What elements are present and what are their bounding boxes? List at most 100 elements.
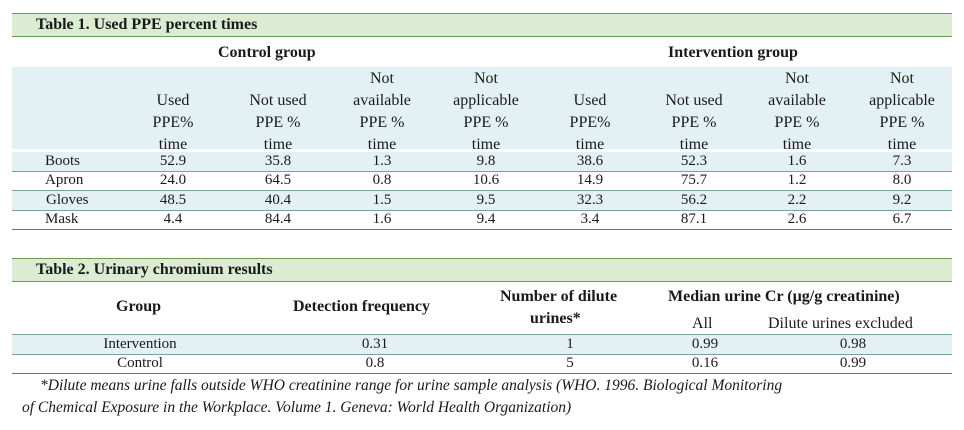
- table1-cell: 24.0: [159, 172, 187, 188]
- table1-row-label: Apron: [45, 172, 84, 188]
- table1-column-header-line: Not: [890, 70, 914, 87]
- table1-cell: 38.6: [576, 153, 604, 169]
- table1-cell: 2.2: [787, 192, 807, 208]
- table1-column-header-line: applicable: [453, 92, 519, 109]
- table1-column-header: Used PPE% time: [118, 90, 228, 156]
- table1-cell: 1.6: [372, 211, 392, 227]
- table2-header-dilute-line2: urines*: [530, 310, 581, 327]
- table1-column-header-line: PPE%: [152, 114, 194, 131]
- table2-cell-all: 0.16: [691, 355, 719, 371]
- table1-cell: 9.8: [476, 153, 496, 169]
- table2-divider: [12, 354, 952, 355]
- table2-divider: [12, 334, 952, 335]
- table1-cell: 10.6: [472, 172, 500, 188]
- table1-cell: 2.6: [787, 211, 807, 227]
- table1-row-band-gloves: [12, 191, 952, 210]
- table1-column-header-line: PPE %: [463, 114, 509, 131]
- table1-divider: [12, 210, 952, 211]
- table2-header-all: All: [692, 315, 713, 332]
- table2-header-group: Group: [116, 298, 162, 315]
- table1-column-header-line: time: [679, 136, 709, 153]
- table1-column-header-line: PPE %: [359, 114, 405, 131]
- table1-row-band-boots: [12, 152, 952, 171]
- table1-column-header-line: time: [887, 136, 917, 153]
- table1-cell: 0.8: [372, 172, 392, 188]
- table1-divider: [12, 171, 952, 172]
- table1-cell: 7.3: [892, 153, 912, 169]
- table1-column-header-line: PPE %: [255, 114, 301, 131]
- table1-column-header-line: time: [158, 136, 188, 153]
- table1-cell: 52.9: [159, 153, 187, 169]
- table1-header-band: [12, 67, 952, 149]
- table2-title: Table 2. Urinary chromium results: [12, 258, 952, 282]
- table1-divider: [12, 190, 952, 191]
- table1-column-header-line: time: [782, 136, 812, 153]
- table1-column-header-line: time: [471, 136, 501, 153]
- table2-cell-group: Intervention: [103, 336, 177, 352]
- table1-cell: 3.4: [580, 211, 600, 227]
- control-group-heading: Control group: [218, 44, 316, 61]
- table1-column-header-line: PPE %: [671, 114, 717, 131]
- table1-column-header-line: applicable: [869, 92, 935, 109]
- table1-cell: 4.4: [163, 211, 183, 227]
- table1-column-header: Not available PPE % time: [327, 68, 437, 156]
- table1-column-header: Not used PPE % time: [223, 90, 333, 156]
- table2-cell-dilute: 5: [566, 355, 574, 371]
- table2-cell-excluded: 0.99: [839, 355, 867, 371]
- table1-cell: 32.3: [576, 192, 604, 208]
- table1-column-header-line: PPE%: [569, 114, 611, 131]
- table1-cell: 35.8: [264, 153, 292, 169]
- table2-title-text: Table 2. Urinary chromium results: [36, 261, 273, 278]
- table1-cell: 1.5: [372, 192, 392, 208]
- table1-cell: 64.5: [264, 172, 292, 188]
- table1-column-header-line: Not: [474, 70, 498, 87]
- table1-cell: 40.4: [264, 192, 292, 208]
- table1-cell: 1.2: [787, 172, 807, 188]
- table1-cell: 87.1: [680, 211, 708, 227]
- table1-column-header-line: time: [263, 136, 293, 153]
- table1-cell: 84.4: [264, 211, 292, 227]
- table1-cell: 1.3: [372, 153, 392, 169]
- table2-footnote-line1: *Dilute means urine falls outside WHO cr…: [40, 377, 783, 394]
- table1-row-label: Gloves: [46, 192, 89, 208]
- table2-cell-group: Control: [117, 355, 163, 371]
- table2-header-dilute-line1: Number of dilute: [500, 288, 618, 305]
- table1-row-label: Mask: [45, 211, 79, 227]
- table2-bottom-rule: [12, 373, 952, 374]
- table1-column-header-line: Used: [573, 92, 607, 109]
- table1-cell: 9.2: [892, 192, 912, 208]
- table1-column-header-line: Not used: [249, 92, 307, 109]
- table1-cell: 75.7: [680, 172, 708, 188]
- table1-title: Table 1. Used PPE percent times: [12, 13, 952, 37]
- table1-column-header-line: time: [367, 136, 397, 153]
- table1-cell: 52.3: [680, 153, 708, 169]
- table2-cell-dilute: 1: [566, 336, 574, 352]
- table2-header-median: Median urine Cr (µg/g creatinine): [668, 288, 900, 305]
- table1-column-header: Not used PPE % time: [639, 90, 749, 156]
- table1-column-header-line: Not used: [665, 92, 723, 109]
- table1-cell: 9.5: [476, 192, 496, 208]
- table1-column-header: Not applicable PPE % time: [431, 68, 541, 156]
- table1-column-header-line: available: [353, 92, 411, 109]
- table1-column-header-line: available: [768, 92, 826, 109]
- table1-bottom-rule: [12, 229, 952, 230]
- table1-column-header: Not available PPE % time: [742, 68, 852, 156]
- table1-column-header-line: Used: [156, 92, 190, 109]
- table1-cell: 6.7: [892, 211, 912, 227]
- table1-cell: 9.4: [476, 211, 496, 227]
- table1-column-header-line: Not: [370, 70, 394, 87]
- table2-cell-detection: 0.8: [365, 355, 385, 371]
- table1-cell: 56.2: [680, 192, 708, 208]
- table2-header-excluded: Dilute urines excluded: [768, 315, 913, 332]
- table2-row-band-intervention: [12, 335, 952, 354]
- table2-cell-all: 0.99: [691, 336, 719, 352]
- table2-header-detection: Detection frequency: [293, 298, 430, 315]
- table1-cell: 8.0: [892, 172, 912, 188]
- table1-column-header-line: PPE %: [879, 114, 925, 131]
- table1-cell: 1.6: [787, 153, 807, 169]
- table1-cell: 14.9: [576, 172, 604, 188]
- table1-column-header-line: Not: [785, 70, 809, 87]
- table1-cell: 48.5: [159, 192, 187, 208]
- table1-title-text: Table 1. Used PPE percent times: [36, 16, 258, 33]
- table1-column-header-line: PPE %: [774, 114, 820, 131]
